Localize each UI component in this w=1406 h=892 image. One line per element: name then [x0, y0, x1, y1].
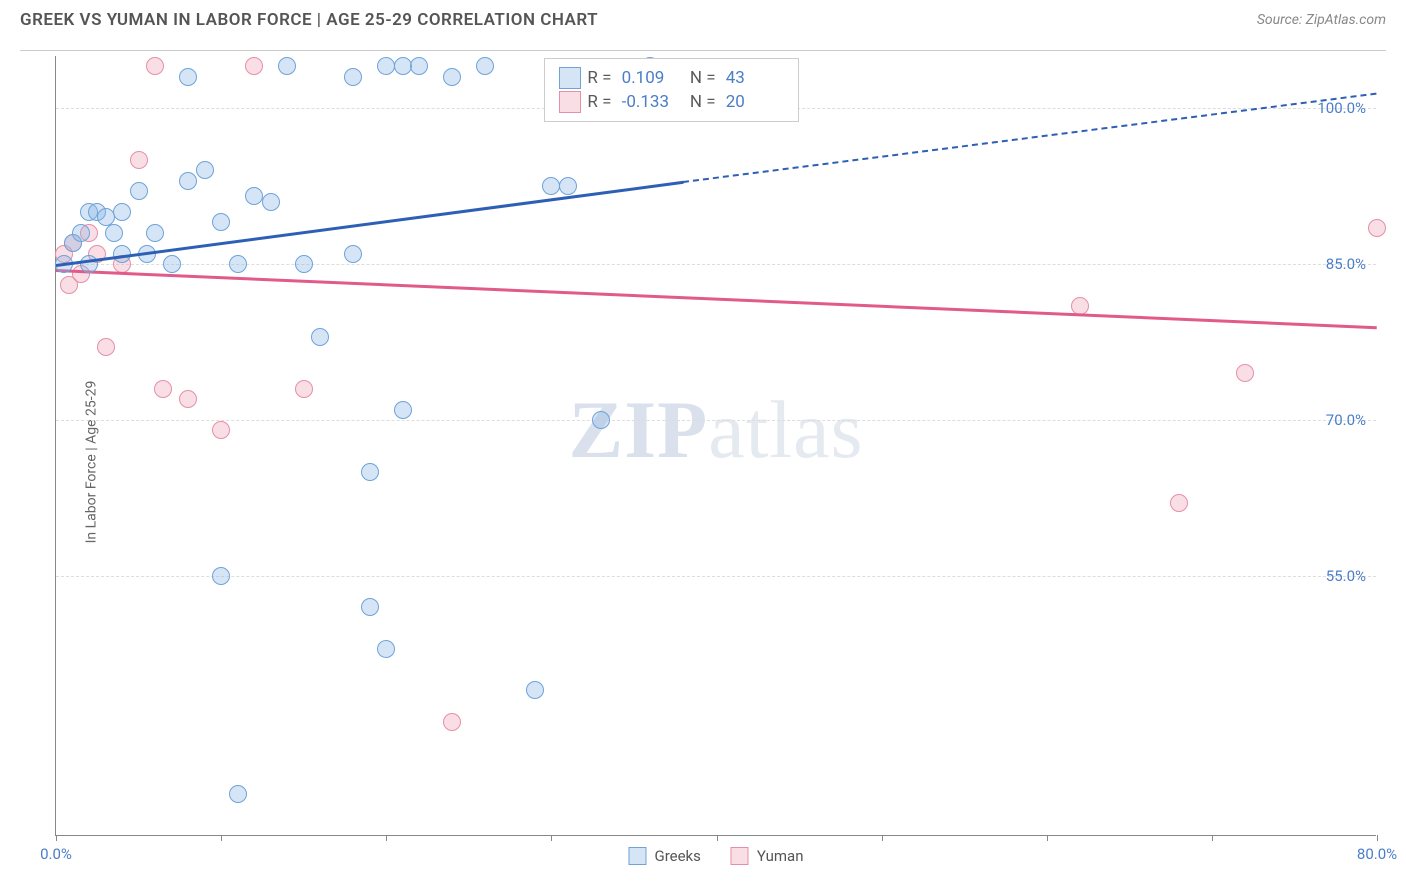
x-tick-label: 80.0% — [1357, 845, 1397, 863]
x-tick — [717, 835, 718, 841]
stats-legend-row: R = 0.109 N = 43 — [559, 67, 783, 89]
x-tick — [1377, 835, 1378, 841]
greeks-point — [113, 203, 131, 221]
greeks-point — [229, 785, 247, 803]
legend-n-value: 43 — [726, 68, 784, 88]
yuman-trendline — [56, 269, 1377, 329]
stats-legend: R = 0.109 N = 43R = -0.133 N = 20 — [544, 58, 798, 122]
y-tick-label: 55.0% — [1326, 567, 1366, 585]
yuman-point — [179, 390, 197, 408]
yuman-point — [154, 380, 172, 398]
gridline — [56, 576, 1376, 577]
yuman-point — [146, 57, 164, 75]
greeks-point — [196, 161, 214, 179]
yuman-point — [443, 713, 461, 731]
greeks-point — [179, 172, 197, 190]
greeks-point — [377, 57, 395, 75]
y-tick-label: 70.0% — [1326, 411, 1366, 429]
greeks-point — [542, 177, 560, 195]
yuman-point — [97, 338, 115, 356]
greeks-point — [212, 567, 230, 585]
stats-legend-row: R = -0.133 N = 20 — [559, 91, 783, 113]
greeks-point — [361, 598, 379, 616]
yuman-point — [1071, 297, 1089, 315]
yuman-point — [1236, 364, 1254, 382]
yuman-point — [1170, 494, 1188, 512]
greeks-point — [163, 255, 181, 273]
watermark: ZIPatlas — [569, 383, 864, 477]
x-tick-label: 0.0% — [40, 845, 72, 863]
x-tick — [1212, 835, 1213, 841]
x-tick — [221, 835, 222, 841]
greeks-point — [229, 255, 247, 273]
legend-r-label: R = — [587, 68, 615, 88]
greeks-point — [130, 182, 148, 200]
legend-swatch — [559, 67, 581, 89]
yuman-point — [295, 380, 313, 398]
series-legend: Greeks Yuman — [628, 847, 803, 865]
x-tick — [56, 835, 57, 841]
gridline — [56, 264, 1376, 265]
legend-n-value: 20 — [726, 92, 784, 112]
greeks-point — [559, 177, 577, 195]
greeks-point — [394, 57, 412, 75]
greeks-point — [394, 401, 412, 419]
chart-container: In Labor Force | Age 25-29 ZIPatlas 55.0… — [20, 50, 1386, 872]
greeks-point — [295, 255, 313, 273]
legend-swatch — [628, 847, 646, 865]
greeks-point — [245, 187, 263, 205]
chart-title: GREEK VS YUMAN IN LABOR FORCE | AGE 25-2… — [20, 10, 598, 30]
legend-r-value: 0.109 — [622, 68, 680, 88]
yuman-point — [60, 276, 78, 294]
yuman-point — [245, 57, 263, 75]
x-tick — [882, 835, 883, 841]
greeks-point — [592, 411, 610, 429]
greeks-point — [278, 57, 296, 75]
legend-swatch — [559, 91, 581, 113]
greeks-point — [72, 224, 90, 242]
greeks-point — [526, 681, 544, 699]
greeks-point — [443, 68, 461, 86]
plot-area: ZIPatlas 55.0%70.0%85.0%100.0%0.0%80.0%R… — [55, 56, 1376, 836]
greeks-point — [311, 328, 329, 346]
greeks-point — [262, 193, 280, 211]
gridline — [56, 420, 1376, 421]
series-legend-item: Greeks — [628, 847, 700, 865]
greeks-point — [377, 640, 395, 658]
greeks-point — [344, 245, 362, 263]
yuman-point — [130, 151, 148, 169]
x-tick — [1047, 835, 1048, 841]
greeks-point — [212, 213, 230, 231]
legend-swatch — [731, 847, 749, 865]
greeks-point — [179, 68, 197, 86]
y-tick-label: 100.0% — [1317, 99, 1366, 117]
x-tick — [551, 835, 552, 841]
greeks-point — [344, 68, 362, 86]
greeks-point — [105, 224, 123, 242]
y-tick-label: 85.0% — [1326, 255, 1366, 273]
series-legend-item: Yuman — [731, 847, 804, 865]
series-label: Yuman — [757, 847, 804, 865]
legend-n-label: N = — [686, 92, 720, 112]
legend-r-value: -0.133 — [622, 92, 680, 112]
yuman-point — [1368, 219, 1386, 237]
series-label: Greeks — [654, 847, 700, 865]
yuman-point — [212, 421, 230, 439]
greeks-trendline — [56, 181, 684, 267]
x-tick — [386, 835, 387, 841]
legend-n-label: N = — [686, 68, 720, 88]
greeks-point — [476, 57, 494, 75]
greeks-point — [361, 463, 379, 481]
legend-r-label: R = — [587, 92, 615, 112]
greeks-point — [146, 224, 164, 242]
source-attribution: Source: ZipAtlas.com — [1257, 12, 1386, 28]
greeks-point — [410, 57, 428, 75]
